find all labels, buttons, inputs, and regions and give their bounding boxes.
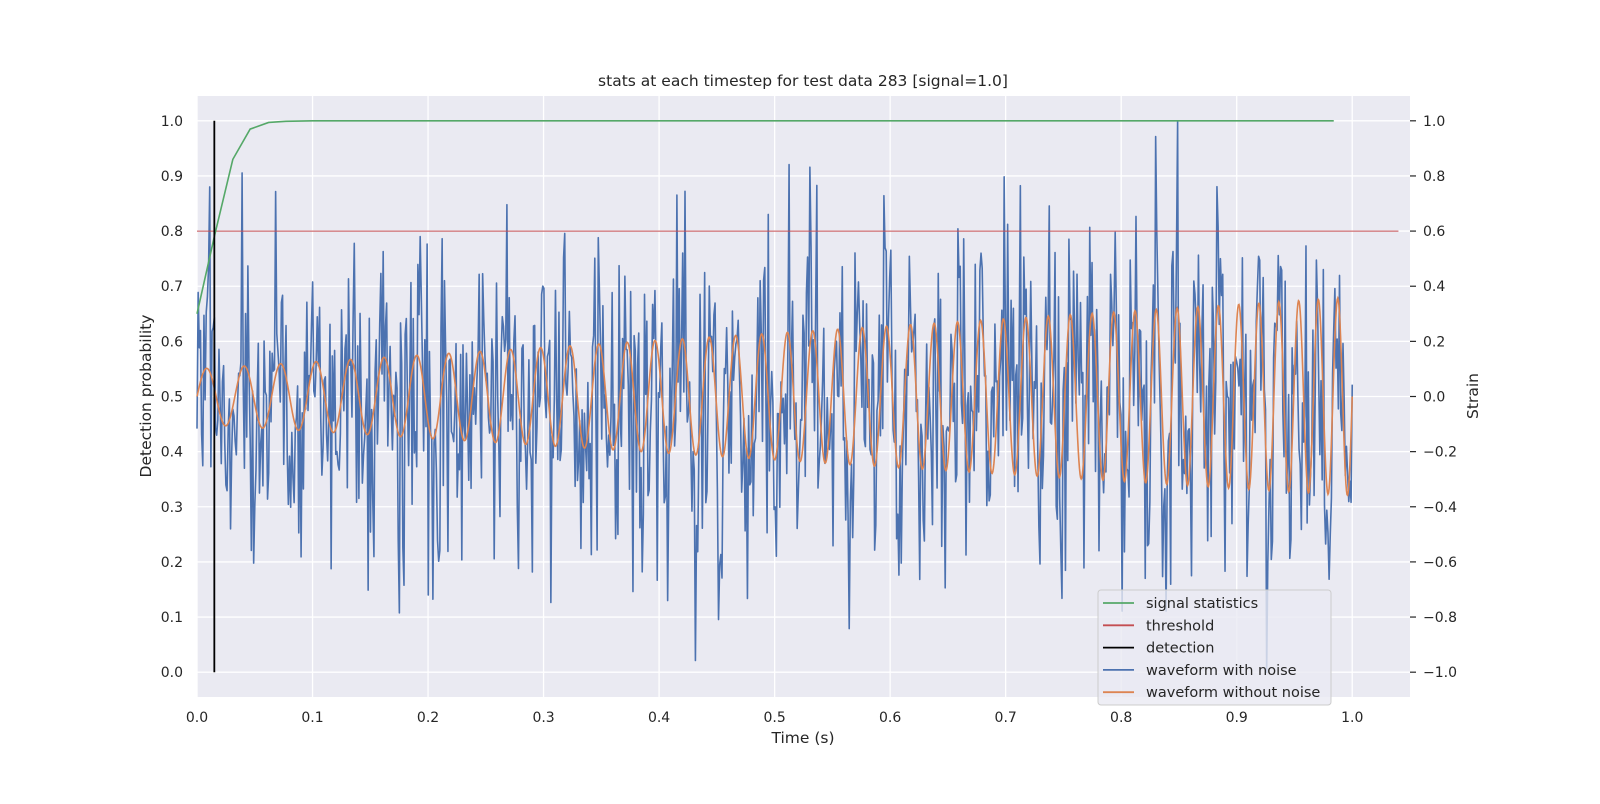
y-axis-label: Detection probability (137, 315, 155, 478)
y2-tick-label: −0.2 (1423, 445, 1457, 461)
x-tick-label: 0.9 (1226, 710, 1248, 726)
y-tick-label: 0.9 (161, 169, 183, 185)
y-tick-label: 0.0 (161, 665, 183, 681)
y2-tick-label: −0.8 (1423, 610, 1457, 626)
x-tick-label: 0.6 (879, 710, 901, 726)
y-tick-label: 0.3 (161, 500, 183, 516)
y2-tick-label: −1.0 (1423, 665, 1457, 681)
y-tick-label: 0.6 (161, 334, 183, 350)
waveform-without-noise-line (196, 295, 1354, 497)
x-tick-label: 0.7 (995, 710, 1017, 726)
y2-tick-label: 0.8 (1423, 169, 1445, 185)
x-tick-label: 0.8 (1110, 710, 1132, 726)
y-axis-ticks: 0.0 0.1 0.2 0.3 0.4 0.5 0.6 0.7 0.8 0.9 1.0 (161, 114, 183, 681)
y2-tick-label: −0.6 (1423, 555, 1457, 571)
y2-axis-ticks: −1.0 −0.8 −0.6 −0.4 −0.2 0.0 0.2 0.4 0.6 0.8 1.0 (1410, 114, 1457, 681)
legend: signal statistics threshold detection wavef… (1097, 589, 1332, 706)
legend-label: waveform without noise (1146, 685, 1320, 701)
y-tick-label: 1.0 (161, 114, 183, 130)
legend-label: detection (1146, 641, 1214, 657)
x-axis-ticks: 0.0 0.1 0.2 0.3 0.4 0.5 0.6 0.7 0.8 0.9 1.0 (186, 710, 1364, 726)
legend-label: threshold (1146, 618, 1214, 634)
y2-tick-label: −0.4 (1423, 500, 1457, 516)
y2-axis-label: Strain (1464, 373, 1482, 419)
y2-tick-label: 1.0 (1423, 114, 1445, 130)
legend-label: signal statistics (1146, 596, 1258, 612)
y2-tick-label: 0.6 (1423, 224, 1445, 240)
y-tick-label: 0.4 (161, 445, 183, 461)
x-tick-label: 0.1 (301, 710, 323, 726)
x-tick-label: 0.3 (532, 710, 554, 726)
waveform-with-noise-line (196, 120, 1354, 673)
y2-tick-label: 0.4 (1423, 279, 1445, 295)
y-tick-label: 0.8 (161, 224, 183, 240)
y-tick-label: 0.1 (161, 610, 183, 626)
x-tick-label: 0.2 (417, 710, 439, 726)
legend-label: waveform with noise (1146, 663, 1297, 679)
y2-tick-label: 0.2 (1423, 334, 1445, 350)
x-tick-label: 1.0 (1341, 710, 1363, 726)
x-axis-label: Time (s) (770, 729, 834, 747)
signal-statistics-line (196, 120, 1334, 314)
y-tick-label: 0.2 (161, 555, 183, 571)
y2-tick-label: 0.0 (1423, 390, 1445, 406)
x-tick-label: 0.4 (648, 710, 670, 726)
y-tick-label: 0.7 (161, 279, 183, 295)
y-tick-label: 0.5 (161, 390, 183, 406)
x-tick-label: 0.5 (763, 710, 785, 726)
series-layer (196, 120, 1399, 673)
chart-title: stats at each timestep for test data 283… (598, 72, 1008, 90)
x-tick-label: 0.0 (186, 710, 208, 726)
legend-box (1097, 589, 1332, 706)
